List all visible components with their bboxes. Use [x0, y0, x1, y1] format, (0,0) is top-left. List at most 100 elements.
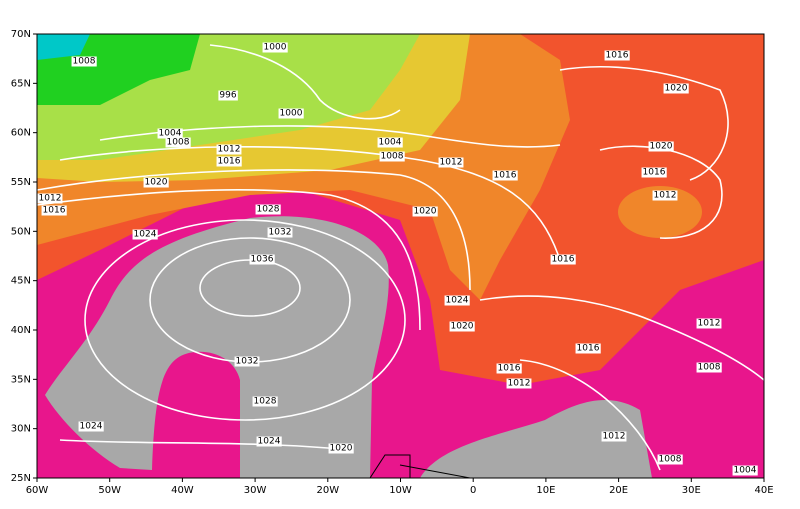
isobar-label: 1016: [577, 344, 600, 354]
isobar-label: 1028: [254, 397, 277, 407]
label-box: [256, 436, 282, 447]
label-box: [601, 431, 627, 442]
label-box: [41, 205, 67, 216]
isobar-label: 1024: [134, 230, 157, 240]
isobar-label: 1008: [167, 138, 190, 148]
label-box: [412, 206, 438, 217]
label-box: [652, 190, 678, 201]
isobar-label: 1032: [269, 228, 292, 238]
label-box: [262, 42, 288, 53]
isobar-label: 1016: [218, 157, 241, 167]
y-axis-label: 35N: [11, 374, 31, 385]
isobar-label: 1016: [606, 51, 629, 61]
label-box: [696, 362, 722, 373]
y-axis-label: 60N: [11, 128, 31, 139]
isobar-label: 1020: [330, 444, 353, 454]
label-box: [496, 363, 522, 374]
isobar-label: 996: [219, 91, 236, 101]
label-box: [696, 318, 722, 329]
isobar-label: 1012: [508, 379, 531, 389]
x-axis-label: 0: [470, 485, 476, 496]
x-axis-label: 10W: [389, 485, 412, 496]
label-box: [444, 295, 470, 306]
isobar-label: 1028: [257, 205, 280, 215]
label-box: [255, 204, 281, 215]
label-box: [648, 141, 674, 152]
x-axis-label: 20W: [316, 485, 339, 496]
isobar-label: 1008: [698, 363, 721, 373]
isobar-label: 1024: [258, 437, 281, 447]
isobar-label: 1020: [414, 207, 437, 217]
label-box: [234, 356, 260, 367]
label-box: [657, 454, 683, 465]
label-box: [506, 378, 532, 389]
isobar-label: 1008: [659, 455, 682, 465]
label-box: [663, 83, 689, 94]
x-axis-label: 40E: [754, 485, 773, 496]
label-box: [71, 56, 97, 67]
y-axis-label: 50N: [11, 226, 31, 237]
isobar-label: 1012: [39, 194, 62, 204]
isobar-label: 1024: [80, 422, 103, 432]
x-axis-label: 50W: [98, 485, 121, 496]
isobar-label: 1008: [73, 57, 96, 67]
label-box: [732, 465, 758, 476]
shading: [37, 34, 764, 478]
isobar-label: 1004: [379, 138, 402, 148]
label-box: [165, 137, 191, 148]
label-box: [379, 151, 405, 162]
x-axis-label: 20E: [609, 485, 628, 496]
isobar-label: 1016: [552, 255, 575, 265]
label-box: [604, 50, 630, 61]
isobar-label: 1016: [43, 206, 66, 216]
label-box: [641, 167, 667, 178]
y-axis-label: 30N: [11, 424, 31, 435]
isobar-label: 1020: [650, 142, 673, 152]
label-box: [492, 170, 518, 181]
label-box: [78, 421, 104, 432]
isobar-label: 1016: [498, 364, 521, 374]
label-box: [37, 193, 63, 204]
isobar-labels: 1008 1000 996 1000 1004 1008 1012 1016 1…: [37, 42, 758, 476]
label-box: [377, 137, 403, 148]
label-box: [157, 128, 183, 139]
isobar-label: 1004: [734, 466, 757, 476]
y-axis-label: 45N: [11, 276, 31, 287]
label-box: [218, 90, 238, 101]
isobar-label: 1032: [236, 357, 259, 367]
label-box: [575, 343, 601, 354]
isobar-label: 1012: [654, 191, 677, 201]
isobar-label: 1012: [698, 319, 721, 329]
label-box: [438, 157, 464, 168]
x-axis-label: 30E: [682, 485, 701, 496]
isobar-label: 1020: [145, 178, 168, 188]
label-box: [267, 227, 293, 238]
isobar-label: 1000: [264, 43, 287, 53]
isobar-label: 1012: [603, 432, 626, 442]
y-axis-label: 25N: [11, 473, 31, 484]
x-axis-label: 30W: [244, 485, 267, 496]
isobar-label: 1020: [665, 84, 688, 94]
label-box: [449, 321, 475, 332]
isobar-label: 1024: [446, 296, 469, 306]
x-axis-label: 40W: [171, 485, 194, 496]
x-axis-label: 10E: [536, 485, 555, 496]
isobar-label: 1016: [494, 171, 517, 181]
isobar-label: 1008: [381, 152, 404, 162]
label-box: [216, 156, 242, 167]
x-axis-label: 60W: [26, 485, 49, 496]
y-axis-label: 40N: [11, 325, 31, 336]
label-box: [216, 144, 242, 155]
y-axis-label: 65N: [11, 78, 31, 89]
isobar-label: 1004: [159, 129, 182, 139]
label-box: [143, 177, 169, 188]
label-box: [328, 443, 354, 454]
isobar-label: 1020: [451, 322, 474, 332]
y-axis-label: 55N: [11, 177, 31, 188]
label-box: [252, 396, 278, 407]
isobar-label: 1012: [440, 158, 463, 168]
label-box: [550, 254, 576, 265]
label-box: [249, 254, 275, 265]
isobar-label: 1000: [280, 109, 303, 119]
